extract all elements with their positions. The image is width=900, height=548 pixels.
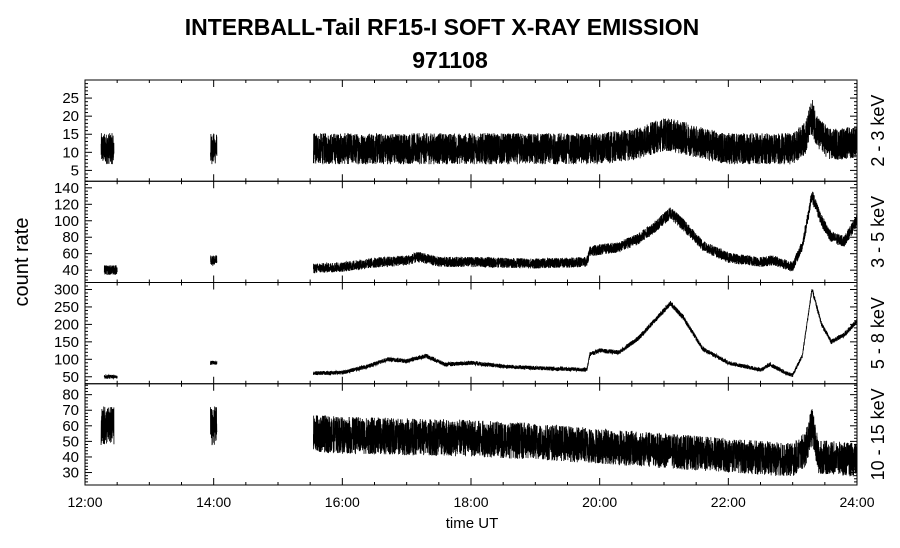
band-label: 3 - 5 keV	[868, 196, 888, 268]
band-label: 10 - 15 keV	[868, 388, 888, 480]
y-tick-label: 250	[54, 299, 79, 316]
y-tick-label: 60	[62, 246, 79, 263]
y-tick-label: 150	[54, 334, 79, 351]
y-tick-label: 120	[54, 196, 79, 213]
chart-title: INTERBALL-Tail RF15-I SOFT X-RAY EMISSIO…	[185, 14, 700, 40]
x-tick-label: 20:00	[582, 494, 617, 510]
y-tick-label: 80	[62, 229, 79, 246]
chart-subtitle: 971108	[412, 47, 488, 73]
data-trace	[103, 191, 858, 275]
y-tick-label: 300	[54, 281, 79, 298]
y-tick-label: 100	[54, 351, 79, 368]
band-label: 5 - 8 keV	[868, 297, 888, 369]
y-tick-label: 20	[62, 108, 79, 125]
y-tick-label: 70	[62, 402, 79, 419]
y-tick-label: 50	[62, 369, 79, 386]
y-tick-label: 40	[62, 262, 79, 279]
band-label: 2 - 3 keV	[868, 95, 888, 167]
y-tick-label: 40	[62, 449, 79, 466]
data-trace	[100, 99, 858, 165]
x-tick-label: 22:00	[711, 494, 746, 510]
panel-frame	[84, 79, 858, 182]
data-trace	[103, 289, 858, 380]
x-tick-label: 18:00	[453, 494, 488, 510]
x-axis-label: time UT	[446, 515, 499, 532]
x-tick-label: 24:00	[839, 494, 874, 510]
y-tick-label: 100	[54, 213, 79, 230]
y-tick-label: 25	[62, 90, 79, 107]
panel-frame	[84, 180, 858, 283]
x-tick-label: 12:00	[67, 494, 102, 510]
y-tick-label: 15	[62, 126, 79, 143]
x-tick-label: 14:00	[196, 494, 231, 510]
y-tick-label: 10	[62, 144, 79, 161]
y-tick-label: 200	[54, 316, 79, 333]
y-tick-label: 5	[71, 162, 79, 179]
y-tick-label: 50	[62, 433, 79, 450]
data-trace	[100, 406, 858, 477]
y-tick-label: 30	[62, 465, 79, 482]
panel-frame	[84, 282, 858, 385]
y-tick-label: 80	[62, 387, 79, 404]
x-tick-label: 16:00	[325, 494, 360, 510]
y-tick-label: 60	[62, 418, 79, 435]
y-axis-label: count rate	[11, 218, 33, 307]
y-tick-label: 140	[54, 180, 79, 197]
